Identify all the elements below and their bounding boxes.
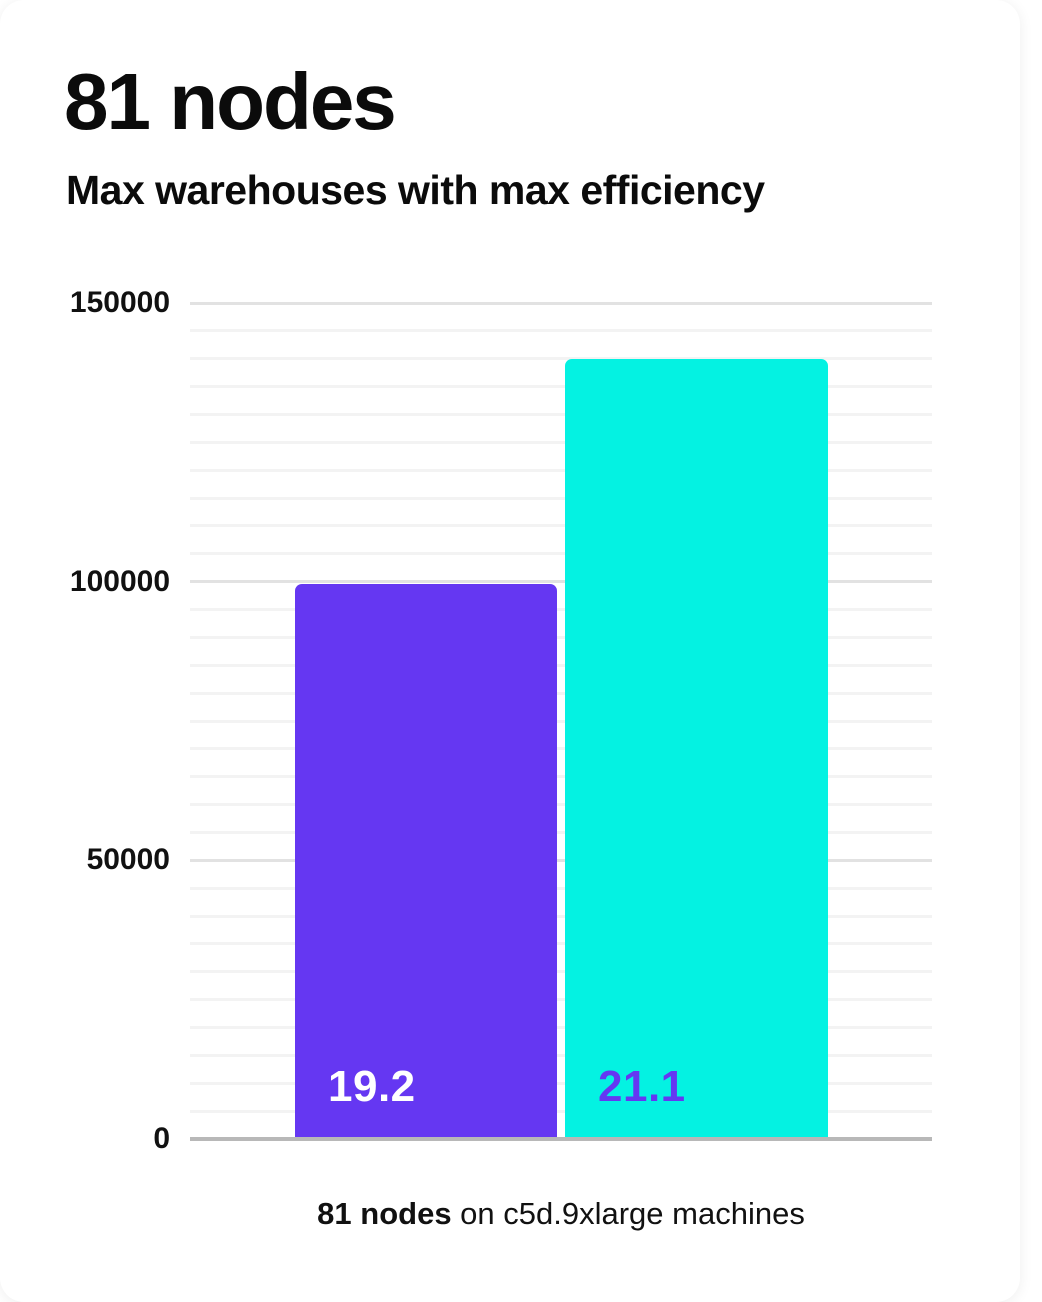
- gridline-minor: [190, 886, 932, 890]
- gridline-minor: [190, 775, 932, 779]
- bar-21.1-value-label: 21.1: [598, 1062, 686, 1111]
- y-tick-label: 100000: [69, 564, 170, 598]
- chart-card: 81 nodes Max warehouses with max efficie…: [64, 57, 932, 1232]
- gridline-minor: [190, 468, 932, 472]
- caption-bold-text: 81 nodes: [317, 1196, 452, 1231]
- gridline-major: [190, 580, 932, 584]
- page-title: 81 nodes: [64, 57, 397, 146]
- gridline-minor: [190, 552, 932, 556]
- gridline-minor: [190, 663, 932, 667]
- gridline-minor: [190, 608, 932, 612]
- gridline-minor: [190, 412, 932, 416]
- y-tick-label: 150000: [69, 286, 170, 319]
- gridline-major: [190, 301, 932, 305]
- gridline-minor: [190, 830, 932, 834]
- bar-19.2-value-label: 19.2: [328, 1062, 416, 1111]
- gridline-minor: [190, 970, 932, 974]
- gridline-minor: [190, 357, 932, 361]
- gridline-minor: [190, 440, 932, 444]
- gridline-minor: [190, 635, 932, 639]
- gridline-minor: [190, 496, 932, 500]
- page-subtitle: Max warehouses with max efficiency: [66, 167, 765, 213]
- y-tick-label: 0: [153, 1122, 170, 1155]
- gridline-minor: [190, 1053, 932, 1057]
- x-axis-baseline: [190, 1137, 932, 1141]
- gridline-minor: [190, 1109, 932, 1113]
- gridline-minor: [190, 385, 932, 389]
- chart-caption: 81 nodes on c5d.9xlarge machines: [190, 1196, 932, 1232]
- plot-area: 19.2 21.1: [190, 301, 932, 1141]
- gridline-minor: [190, 691, 932, 695]
- y-tick-label: 50000: [86, 843, 170, 877]
- gridline-minor: [190, 942, 932, 946]
- bar-19.2: 19.2: [295, 584, 557, 1139]
- gridline-minor: [190, 719, 932, 723]
- gridline-minor: [190, 1026, 932, 1030]
- gridline-minor: [190, 747, 932, 751]
- gridline-minor: [190, 524, 932, 528]
- gridline-minor: [190, 998, 932, 1002]
- caption-rest-text: on c5d.9xlarge machines: [451, 1196, 805, 1231]
- gridline-minor: [190, 1081, 932, 1085]
- bar-21.1: 21.1: [565, 359, 828, 1139]
- gridline-major: [190, 858, 932, 862]
- gridline-minor: [190, 914, 932, 918]
- gridline-minor: [190, 803, 932, 807]
- gridline-minor: [190, 329, 932, 333]
